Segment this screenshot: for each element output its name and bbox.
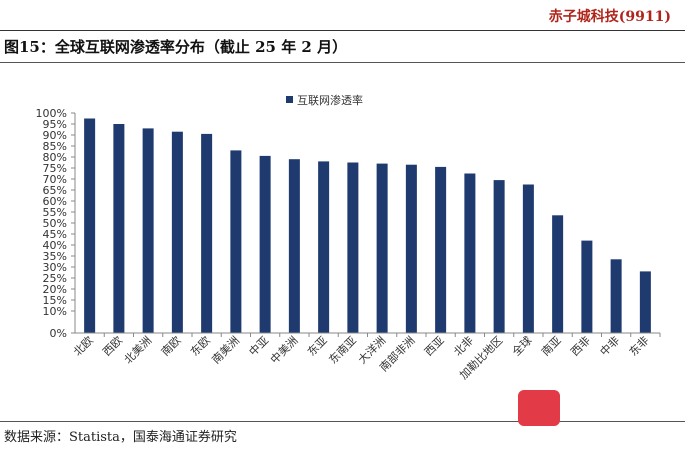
bar bbox=[142, 128, 154, 333]
y-tick-label: 20% bbox=[43, 283, 67, 296]
y-tick-label: 80% bbox=[43, 151, 67, 164]
y-tick-label: 65% bbox=[43, 184, 67, 197]
bar bbox=[113, 124, 125, 333]
bar bbox=[552, 215, 564, 333]
y-tick-label: 60% bbox=[43, 195, 67, 208]
bar bbox=[376, 163, 388, 333]
category-label: 西欧 bbox=[100, 334, 125, 359]
bar bbox=[84, 118, 96, 333]
bar bbox=[493, 180, 505, 333]
y-tick-label: 100% bbox=[36, 107, 67, 120]
watermark-logo bbox=[518, 390, 560, 426]
y-tick-label: 95% bbox=[43, 118, 67, 131]
category-label: 中非 bbox=[597, 334, 622, 359]
y-tick-label: 10% bbox=[43, 305, 67, 318]
bar bbox=[171, 131, 183, 333]
figure-title: 图15：全球互联网渗透率分布（截止 25 年 2 月） bbox=[4, 38, 348, 56]
category-label: 东非 bbox=[627, 334, 652, 359]
bar bbox=[405, 164, 417, 333]
y-tick-label: 90% bbox=[43, 129, 67, 142]
bar bbox=[201, 133, 213, 333]
y-tick-label: 75% bbox=[43, 162, 67, 175]
category-label: 东亚 bbox=[305, 334, 330, 359]
y-tick-label: 30% bbox=[43, 261, 67, 274]
category-label: 西非 bbox=[568, 334, 593, 359]
header-rule bbox=[0, 30, 685, 31]
y-tick-label: 55% bbox=[43, 206, 67, 219]
category-label: 北美洲 bbox=[122, 334, 155, 367]
y-axis: 0% 10%15%20%25%30%35%40%45%50%55%60%65%70… bbox=[36, 107, 76, 340]
legend-label: 互联网渗透率 bbox=[297, 93, 363, 107]
category-label: 东欧 bbox=[188, 334, 213, 359]
bar bbox=[230, 150, 242, 333]
y-tick-label: 70% bbox=[43, 173, 67, 186]
y-tick-label: 0% bbox=[50, 327, 67, 340]
chart-legend: 互联网渗透率 bbox=[286, 93, 363, 107]
y-tick-label: 35% bbox=[43, 250, 67, 263]
y-tick-label: 50% bbox=[43, 217, 67, 230]
category-label: 全球 bbox=[509, 333, 534, 358]
bar bbox=[581, 240, 593, 333]
category-label: 东南亚 bbox=[326, 334, 359, 367]
legend-swatch bbox=[286, 96, 293, 103]
category-label: 南欧 bbox=[159, 334, 184, 359]
bar bbox=[318, 161, 330, 333]
bar bbox=[435, 166, 447, 333]
bars bbox=[84, 118, 651, 333]
category-label: 西亚 bbox=[422, 334, 447, 359]
category-label: 南亚 bbox=[539, 334, 564, 359]
category-label: 中亚 bbox=[246, 334, 271, 359]
bar bbox=[464, 173, 476, 333]
bar bbox=[259, 155, 271, 333]
bar bbox=[610, 259, 622, 333]
bar bbox=[522, 184, 534, 333]
bar bbox=[288, 159, 300, 333]
y-tick-label: 40% bbox=[43, 239, 67, 252]
title-rule bbox=[0, 62, 685, 63]
category-label: 南美洲 bbox=[209, 334, 242, 367]
category-label: 北欧 bbox=[71, 334, 96, 359]
footer-rule bbox=[0, 421, 685, 422]
source-note: 数据来源：Statista，国泰海通证券研究 bbox=[4, 430, 237, 445]
category-label: 中美洲 bbox=[268, 334, 301, 367]
y-tick-label: 15% bbox=[43, 294, 67, 307]
y-tick-label: 25% bbox=[43, 272, 67, 285]
category-label: 北非 bbox=[451, 334, 476, 359]
y-tick-label: 85% bbox=[43, 140, 67, 153]
bar bbox=[347, 162, 359, 333]
bar bbox=[639, 271, 651, 333]
y-tick-label: 45% bbox=[43, 228, 67, 241]
company-label: 赤子城科技(9911) bbox=[548, 9, 671, 25]
